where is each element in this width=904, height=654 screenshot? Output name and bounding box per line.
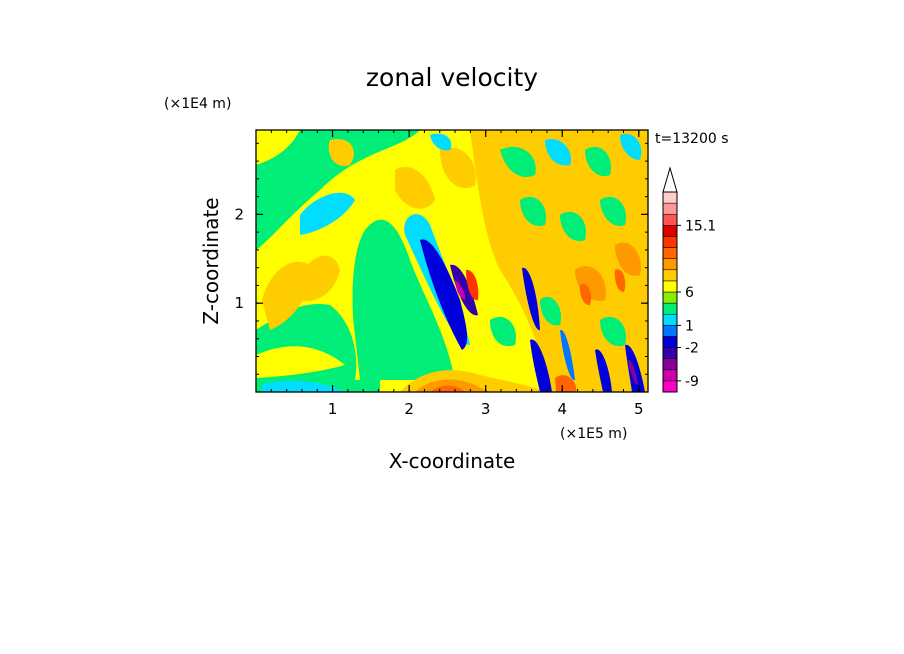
contour-field bbox=[256, 130, 648, 392]
colorbar-swatch-11 bbox=[662, 258, 678, 271]
x-tick-label-3: 4 bbox=[557, 400, 567, 418]
y-axis: 12 bbox=[234, 142, 648, 375]
time-label: t=13200 s bbox=[655, 131, 729, 147]
colorbar: -9 -2 1 6 15.1 bbox=[662, 166, 716, 393]
x-axis-label: X-coordinate bbox=[389, 449, 516, 473]
colorbar-swatch-5 bbox=[662, 325, 678, 337]
colorbar-label-4: 15.1 bbox=[685, 218, 716, 234]
x-tick-label-4: 5 bbox=[634, 400, 644, 418]
colorbar-swatch-10 bbox=[662, 269, 678, 282]
y-axis-label: Z-coordinate bbox=[199, 197, 223, 324]
colorbar-label-0: -9 bbox=[685, 374, 699, 390]
y-unit-label: (×1E4 m) bbox=[164, 96, 231, 112]
colorbar-swatch-13 bbox=[662, 236, 678, 248]
colorbar-swatch-3 bbox=[662, 347, 678, 359]
chart-title: zonal velocity bbox=[366, 63, 538, 92]
colorbar-swatch-0 bbox=[662, 380, 678, 393]
x-tick-label-0: 1 bbox=[328, 400, 338, 418]
colorbar-label-3: 6 bbox=[685, 285, 694, 301]
colorbar-swatch-8 bbox=[662, 291, 678, 304]
plot-frame bbox=[255, 129, 649, 393]
colorbar-swatch-1 bbox=[662, 369, 678, 382]
colorbar-arrow bbox=[662, 166, 678, 193]
colorbar-swatch-6 bbox=[662, 313, 678, 326]
y-tick-label-0: 1 bbox=[234, 294, 244, 312]
x-tick-label-2: 3 bbox=[481, 400, 491, 418]
colorbar-swatch-4 bbox=[662, 336, 678, 348]
x-axis: 1 2 3 4 5 bbox=[270, 130, 644, 418]
x-unit-label: (×1E5 m) bbox=[560, 426, 627, 442]
colorbar-swatch-14 bbox=[662, 225, 678, 237]
colorbar-swatch-17 bbox=[662, 191, 678, 204]
colorbar-swatch-2 bbox=[662, 358, 678, 371]
colorbar-swatch-7 bbox=[662, 302, 678, 315]
colorbar-label-2: 1 bbox=[685, 318, 694, 334]
colorbar-swatch-15 bbox=[662, 213, 678, 226]
x-tick-label-1: 2 bbox=[404, 400, 414, 418]
colorbar-swatch-12 bbox=[662, 247, 678, 259]
colorbar-label-1: -2 bbox=[685, 341, 699, 357]
y-tick-label-1: 2 bbox=[234, 205, 244, 223]
colorbar-swatch-16 bbox=[662, 202, 678, 215]
colorbar-swatch-9 bbox=[662, 280, 678, 293]
